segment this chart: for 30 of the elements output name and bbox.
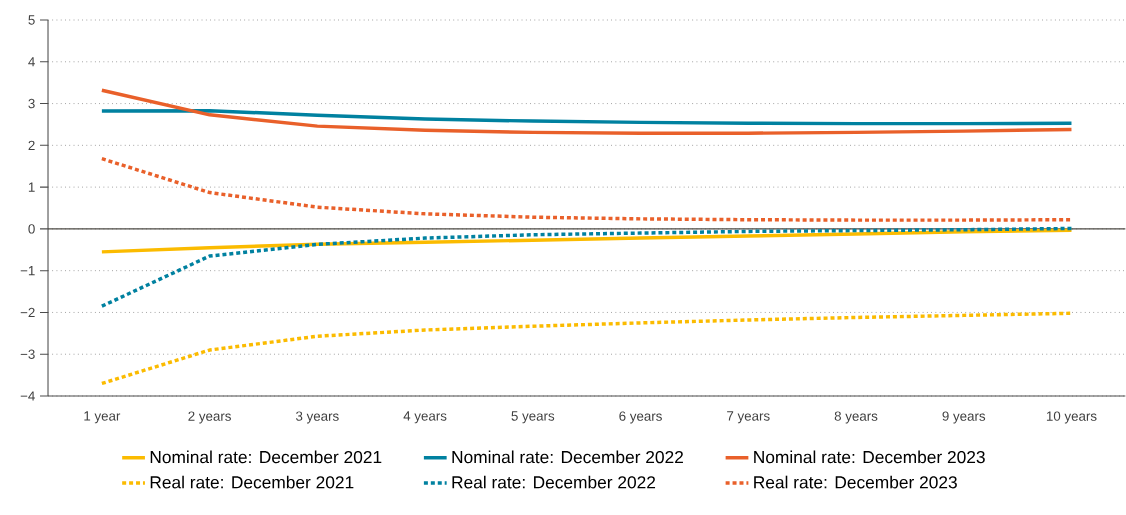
x-tick-label: 4 years (403, 411, 447, 424)
line-series (100, 228, 1074, 254)
legend-label: Nominal rate: December 2022 (452, 450, 683, 464)
x-tick-label: 3 years (295, 411, 339, 424)
legend-label: Real rate: December 2023 (754, 475, 957, 489)
y-tick-label: 1 (28, 182, 35, 192)
x-tick-label: 9 years (942, 411, 986, 424)
line-series (100, 88, 1074, 135)
x-tick-label: 8 years (834, 411, 878, 424)
y-tick-label: −2 (20, 307, 35, 318)
legend-label: Real rate: December 2021 (150, 475, 354, 489)
line-series (100, 108, 1074, 126)
y-tick-label: −1 (20, 266, 35, 276)
y-tick-label: 5 (28, 15, 35, 25)
x-tick-label: 10 years (1046, 411, 1097, 424)
x-tick-label: 1 year (84, 411, 121, 424)
x-tick-label: 2 years (188, 411, 231, 424)
y-tick-label: 0 (28, 224, 35, 234)
y-tick-label: −4 (20, 391, 35, 401)
y-tick-label: 2 (28, 140, 35, 150)
x-tick-label: 7 years (727, 411, 770, 424)
x-tick-label: 6 years (619, 411, 662, 424)
y-tick-label: 4 (28, 57, 35, 67)
x-tick-label: 5 years (511, 411, 555, 424)
legend-label: Nominal rate: December 2021 (150, 450, 382, 464)
legend-label: Real rate: December 2022 (452, 475, 656, 489)
y-tick-label: 3 (28, 98, 35, 109)
y-tick-label: −3 (20, 349, 35, 359)
legend-label: Nominal rate: December 2023 (754, 450, 985, 464)
line-series (100, 226, 1074, 308)
